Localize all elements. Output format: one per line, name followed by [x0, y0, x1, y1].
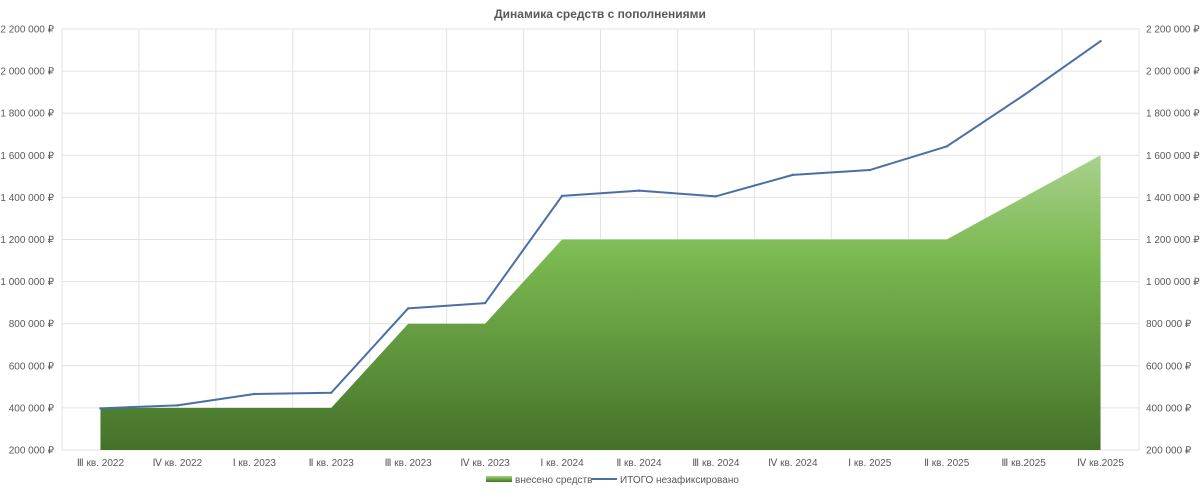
line-point — [868, 168, 871, 172]
x-tick-label: Ⅳ кв. 2022 — [153, 458, 203, 469]
line-point — [99, 407, 102, 410]
legend-swatch-area — [486, 476, 512, 482]
y-axis-right: 200 000 ₽ 400 000 ₽ 600 000 ₽ 800 000 ₽ 1 00… — [1146, 25, 1200, 457]
y-tick-label-left: 600 000 ₽ — [9, 361, 55, 372]
y-tick-label-right: 1 000 000 ₽ — [1146, 277, 1200, 288]
x-tick-label: Ⅳ кв.2025 — [1077, 458, 1124, 469]
line-point — [253, 392, 256, 396]
legend: внесено средств ИТОГО незафиксировано — [486, 474, 739, 486]
y-tick-label-left: 2 000 000 ₽ — [0, 67, 54, 78]
y-tick-label-left: 1 600 000 ₽ — [0, 151, 54, 162]
legend-label-area: внесено средств — [515, 475, 592, 486]
x-tick-label: Ⅳ кв. 2023 — [460, 458, 510, 469]
y-tick-label-left: 400 000 ₽ — [9, 403, 55, 414]
series-area-vneseno — [100, 155, 1101, 451]
line-point — [714, 195, 718, 198]
y-tick-label-right: 2 200 000 ₽ — [1146, 25, 1200, 36]
line-point — [406, 307, 410, 310]
line-point — [791, 173, 795, 177]
y-tick-label-right: 200 000 ₽ — [1146, 446, 1192, 457]
x-tick-label: Ⅳ кв. 2024 — [768, 458, 818, 469]
x-tick-label: Ⅲ кв. 2023 — [385, 458, 433, 469]
series-line-itogo — [100, 40, 1102, 410]
line-point — [1022, 94, 1025, 97]
y-axis-left: 200 000 ₽ 400 000 ₽ 600 000 ₽ 800 000 ₽ 1 00… — [0, 25, 54, 457]
line-point — [330, 391, 333, 394]
x-tick-label: Ⅰ кв. 2024 — [540, 458, 584, 469]
y-tick-label-right: 600 000 ₽ — [1146, 361, 1192, 372]
line-point — [637, 189, 641, 192]
x-tick-label: Ⅰ кв. 2025 — [848, 458, 892, 469]
y-tick-label-right: 800 000 ₽ — [1146, 319, 1192, 330]
line-point — [483, 301, 487, 305]
y-tick-label-left: 1 400 000 ₽ — [0, 193, 54, 204]
line-point — [176, 404, 179, 407]
x-tick-label: Ⅲ кв.2025 — [1001, 458, 1046, 469]
y-tick-label-left: 800 000 ₽ — [9, 319, 55, 330]
line-point — [560, 194, 564, 198]
x-tick-label: Ⅰ кв. 2023 — [233, 458, 277, 469]
x-axis: Ⅲ кв. 2022 Ⅳ кв. 2022 Ⅰ кв. 2023 Ⅱ кв. 2023… — [77, 458, 1124, 469]
y-tick-label-left: 1 000 000 ₽ — [0, 277, 54, 288]
chart-title: Динамика средств с пополнениями — [494, 7, 706, 21]
area-layer — [100, 155, 1101, 451]
y-tick-label-right: 1 400 000 ₽ — [1146, 193, 1200, 204]
x-tick-label: Ⅱ кв. 2025 — [924, 458, 970, 469]
x-tick-label: Ⅲ кв. 2022 — [77, 458, 125, 469]
y-tick-label-left: 1 800 000 ₽ — [0, 109, 54, 120]
y-tick-label-right: 1 200 000 ₽ — [1146, 235, 1200, 246]
x-tick-label: Ⅱ кв. 2023 — [309, 458, 355, 469]
line-point — [1099, 40, 1102, 43]
legend-label-line: ИТОГО незафиксировано — [620, 474, 739, 486]
y-tick-label-right: 1 600 000 ₽ — [1146, 151, 1200, 162]
line-layer — [99, 40, 1102, 410]
line-point — [945, 145, 948, 148]
x-tick-label: Ⅱ кв. 2024 — [616, 458, 662, 469]
y-tick-label-left: 1 200 000 ₽ — [0, 235, 54, 246]
y-tick-label-right: 1 800 000 ₽ — [1146, 109, 1200, 120]
y-tick-label-left: 200 000 ₽ — [9, 446, 55, 457]
y-tick-label-right: 400 000 ₽ — [1146, 403, 1192, 414]
y-tick-label-left: 2 200 000 ₽ — [0, 25, 54, 36]
y-tick-label-right: 2 000 000 ₽ — [1146, 67, 1200, 78]
x-tick-label: Ⅲ кв. 2024 — [692, 458, 740, 469]
